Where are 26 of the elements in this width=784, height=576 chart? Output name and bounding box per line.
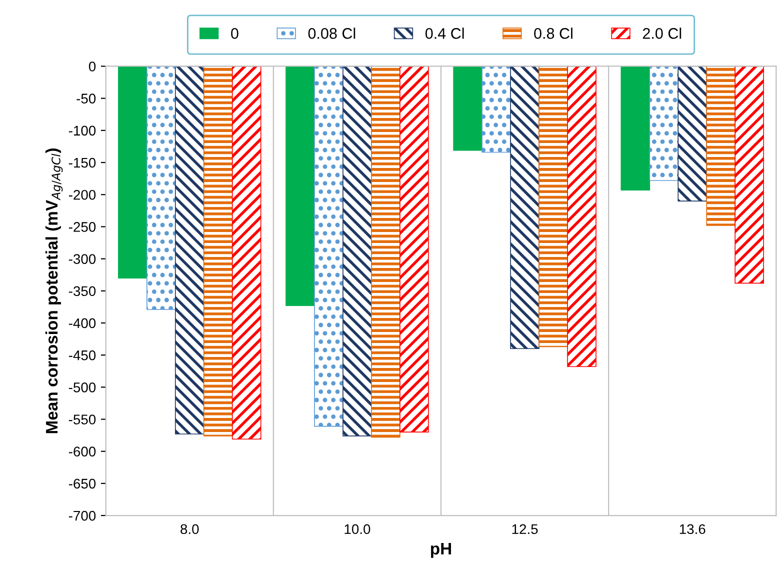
x-tick-label: 12.5: [512, 524, 538, 534]
y-tick-label: -450: [68, 350, 96, 360]
x-axis-title: pH: [430, 542, 451, 558]
x-tick-label: 10.0: [344, 524, 370, 534]
y-tick-label: -100: [68, 126, 96, 136]
y-tick-label: -600: [68, 446, 96, 457]
y-tick-label: -500: [68, 382, 96, 392]
x-tick-label: 13.6: [680, 524, 706, 534]
x-tick-label: 8.0: [180, 524, 199, 534]
legend-label: 0.08 Cl: [308, 28, 356, 39]
legend-label: 0: [231, 28, 238, 39]
y-tick-label: 0: [88, 62, 96, 72]
y-axis-title: Mean corrosion potential (mV$_{Ag/AgCl}$): [45, 148, 63, 434]
legend-label: 0.8 Cl: [534, 28, 572, 39]
y-tick-label: -550: [68, 414, 96, 424]
legend-label: 0.4 Cl: [425, 28, 464, 39]
legend-label: 2.0 Cl: [642, 28, 682, 39]
y-tick-label: -700: [68, 510, 96, 521]
y-tick-label: -50: [76, 94, 96, 104]
y-tick-label: -300: [68, 254, 96, 264]
y-tick-label: -400: [68, 318, 96, 328]
y-tick-label: -200: [68, 190, 96, 200]
y-tick-label: -250: [68, 222, 96, 232]
y-tick-label: -150: [68, 158, 96, 168]
y-tick-label: -650: [68, 478, 96, 489]
y-tick-label: -350: [68, 286, 96, 296]
